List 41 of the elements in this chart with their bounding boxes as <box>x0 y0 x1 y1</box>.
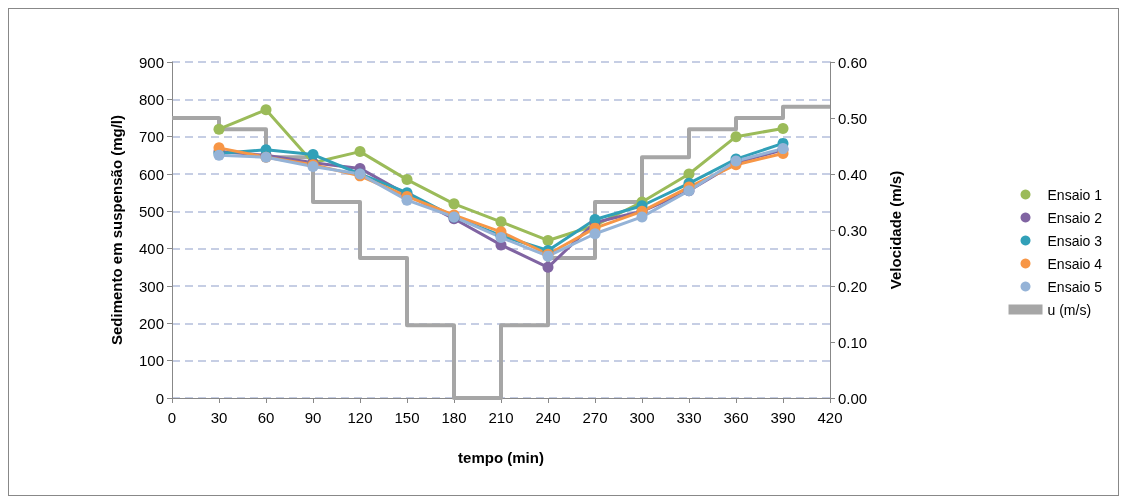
y-tick-label: 800 <box>138 90 164 108</box>
y2-tick-label: 0.10 <box>838 333 868 351</box>
x-tick-label: 300 <box>629 409 655 426</box>
legend-label: Ensaio 3 <box>1047 232 1103 249</box>
x-tick-label: 60 <box>257 409 275 426</box>
x-tick-label: 390 <box>770 409 796 426</box>
legend-label: Ensaio 4 <box>1047 255 1103 272</box>
x-tick-label: 270 <box>582 409 608 426</box>
y-tick-label: 0 <box>155 389 164 407</box>
y2-tick-label: 0.30 <box>838 221 868 239</box>
y-tick-label: 600 <box>138 165 164 183</box>
x-tick-label: 210 <box>488 409 514 426</box>
x-tick-label: 150 <box>394 409 420 426</box>
y-tick-label: 500 <box>138 202 164 220</box>
y-tick-label: 900 <box>138 53 164 71</box>
x-tick-label: 0 <box>167 409 177 426</box>
y2-axis-title: Velocidade (m/s) <box>887 170 904 290</box>
x-tick-label: 360 <box>723 409 749 426</box>
y-axis-title: Sedimento em suspensão (mg/l) <box>108 114 125 346</box>
legend-label: Ensaio 5 <box>1047 278 1103 295</box>
y-tick-label: 400 <box>138 240 164 258</box>
x-tick-label: 180 <box>441 409 467 426</box>
y-tick-label: 100 <box>138 352 164 370</box>
y2-tick-label: 0.50 <box>838 109 868 127</box>
y-tick-label: 300 <box>138 277 164 295</box>
x-tick-label: 420 <box>817 409 843 426</box>
x-tick-label: 30 <box>210 409 228 426</box>
y2-tick-label: 0.40 <box>838 165 868 183</box>
y-tick-label: 700 <box>138 128 164 146</box>
x-tick-label: 120 <box>347 409 373 426</box>
x-tick-label: 240 <box>535 409 561 426</box>
legend-label: Ensaio 1 <box>1047 186 1103 203</box>
y2-tick-label: 0.00 <box>838 389 868 407</box>
x-tick-label: 90 <box>304 409 322 426</box>
legend-label: u (m/s) <box>1047 301 1092 318</box>
y2-tick-label: 0.20 <box>838 277 868 295</box>
legend-label: Ensaio 2 <box>1047 209 1103 226</box>
x-tick-label: 330 <box>676 409 702 426</box>
x-axis-title: tempo (min) <box>458 449 544 466</box>
y-tick-label: 200 <box>138 314 164 332</box>
y2-tick-label: 0.60 <box>838 53 868 71</box>
